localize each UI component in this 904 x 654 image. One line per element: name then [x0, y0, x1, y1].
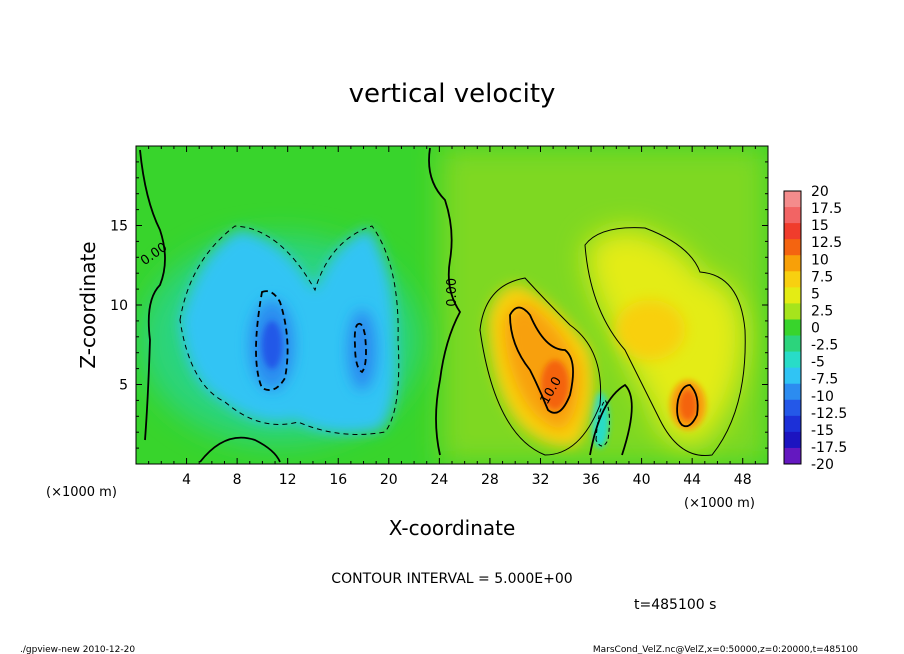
colorbar-label: -15 — [811, 423, 834, 439]
chart-title: vertical velocity — [349, 79, 556, 109]
colorbar-label: -5 — [811, 355, 825, 371]
colorbar-label: 17.5 — [811, 201, 842, 217]
colorbar-swatch — [784, 191, 801, 208]
contour-zero-left — [139, 149, 166, 441]
colorbar-label: 20 — [811, 184, 829, 200]
y-tick-label: 5 — [119, 378, 128, 394]
downdraft-region — [180, 228, 609, 448]
contour-positive-right — [584, 227, 746, 457]
colorbar-swatch — [784, 239, 801, 256]
x-tick-label: 48 — [734, 472, 752, 488]
x-axis: 4 8 12 16 20 24 28 32 36 40 44 48 — [148, 146, 756, 488]
colorbar-swatch — [784, 335, 801, 352]
colorbar-swatch — [784, 351, 801, 369]
x-tick-label: 40 — [633, 472, 651, 488]
x-tick-label: 16 — [329, 472, 347, 488]
contour-positive-left — [479, 277, 602, 456]
contour-lines — [139, 147, 746, 463]
plot-area — [136, 146, 768, 464]
x-tick-label: 24 — [430, 472, 448, 488]
contour-negative-lower — [595, 399, 610, 447]
contour-ten-left — [509, 306, 574, 414]
colorbar-swatch — [784, 415, 801, 433]
colorbar-swatch — [784, 367, 801, 385]
colorbar-swatch — [784, 319, 801, 336]
colorbar-swatch — [784, 431, 801, 449]
y-axis: 5 10 15 — [110, 161, 768, 449]
y-axis-label: Z-coordinate — [76, 241, 100, 368]
colorbar-label: -2.5 — [811, 338, 838, 354]
colorbar-label: 15 — [811, 218, 829, 234]
x-tick-label: 8 — [233, 472, 242, 488]
colorbar-label: 7.5 — [811, 269, 833, 285]
colorbar-label: -12.5 — [811, 406, 847, 422]
colorbar-label: -7.5 — [811, 372, 838, 388]
colorbar-label: 12.5 — [811, 235, 842, 251]
downdraft-core-right — [348, 310, 376, 390]
colorbar-label: -10 — [811, 389, 834, 405]
colorbar-swatch — [784, 287, 801, 304]
contour-ten-right — [676, 384, 699, 428]
x-tick-label: 28 — [481, 472, 499, 488]
footer-right: MarsCond_VelZ.nc@VelZ,x=0:50000,z=0:2000… — [593, 645, 858, 654]
colorbar-swatch — [784, 255, 801, 272]
contour-negative-right-core — [353, 322, 367, 374]
y-tick-label: 10 — [110, 298, 128, 314]
y-tick-label: 15 — [110, 219, 128, 235]
x-tick-label: 32 — [532, 472, 550, 488]
colorbar-label: 0 — [811, 321, 820, 337]
footer-left: ./gpview-new 2010-12-20 — [20, 645, 135, 654]
x-tick-label: 12 — [279, 472, 297, 488]
colorbar-swatch — [784, 399, 801, 417]
colorbar-frame — [783, 190, 802, 465]
colorbar-swatch — [784, 207, 801, 224]
colorbar-label: -17.5 — [811, 440, 847, 456]
contour-negative-left-core — [255, 290, 289, 391]
contour-zero-bottom — [199, 436, 281, 463]
contour-interval-note: CONTOUR INTERVAL = 5.000E+00 — [331, 571, 572, 587]
x-tick-label: 20 — [380, 472, 398, 488]
x-tick-label: 44 — [683, 472, 701, 488]
updraft-region — [488, 229, 745, 447]
colorbar-swatch — [784, 223, 801, 240]
colorbar-label: 5 — [811, 286, 820, 302]
updraft-left-core — [541, 360, 569, 410]
colorbar-label: 2.5 — [811, 303, 833, 319]
colorbar-label: 10 — [811, 252, 829, 268]
colorbar-swatch — [784, 447, 801, 465]
x-axis-label: X-coordinate — [389, 516, 516, 540]
time-stamp: t=485100 s — [634, 597, 716, 613]
updraft-right-core — [679, 389, 697, 421]
contour-zero-lower-right — [589, 383, 633, 456]
contour-label: 0.00 — [445, 278, 460, 307]
colorbar-swatch — [784, 271, 801, 288]
colorbar-swatch — [784, 383, 801, 401]
colorbar-label: -20 — [811, 457, 834, 473]
x-unit-right: (×1000 m) — [684, 496, 755, 511]
x-tick-label: 36 — [582, 472, 600, 488]
colorbar-swatch — [784, 303, 801, 320]
updraft-mid-blob — [615, 300, 685, 360]
x-tick-label: 4 — [182, 472, 191, 488]
x-unit-left: (×1000 m) — [46, 485, 117, 500]
downdraft-core-left-inner — [262, 321, 282, 369]
contour-zero-mid — [428, 147, 462, 456]
